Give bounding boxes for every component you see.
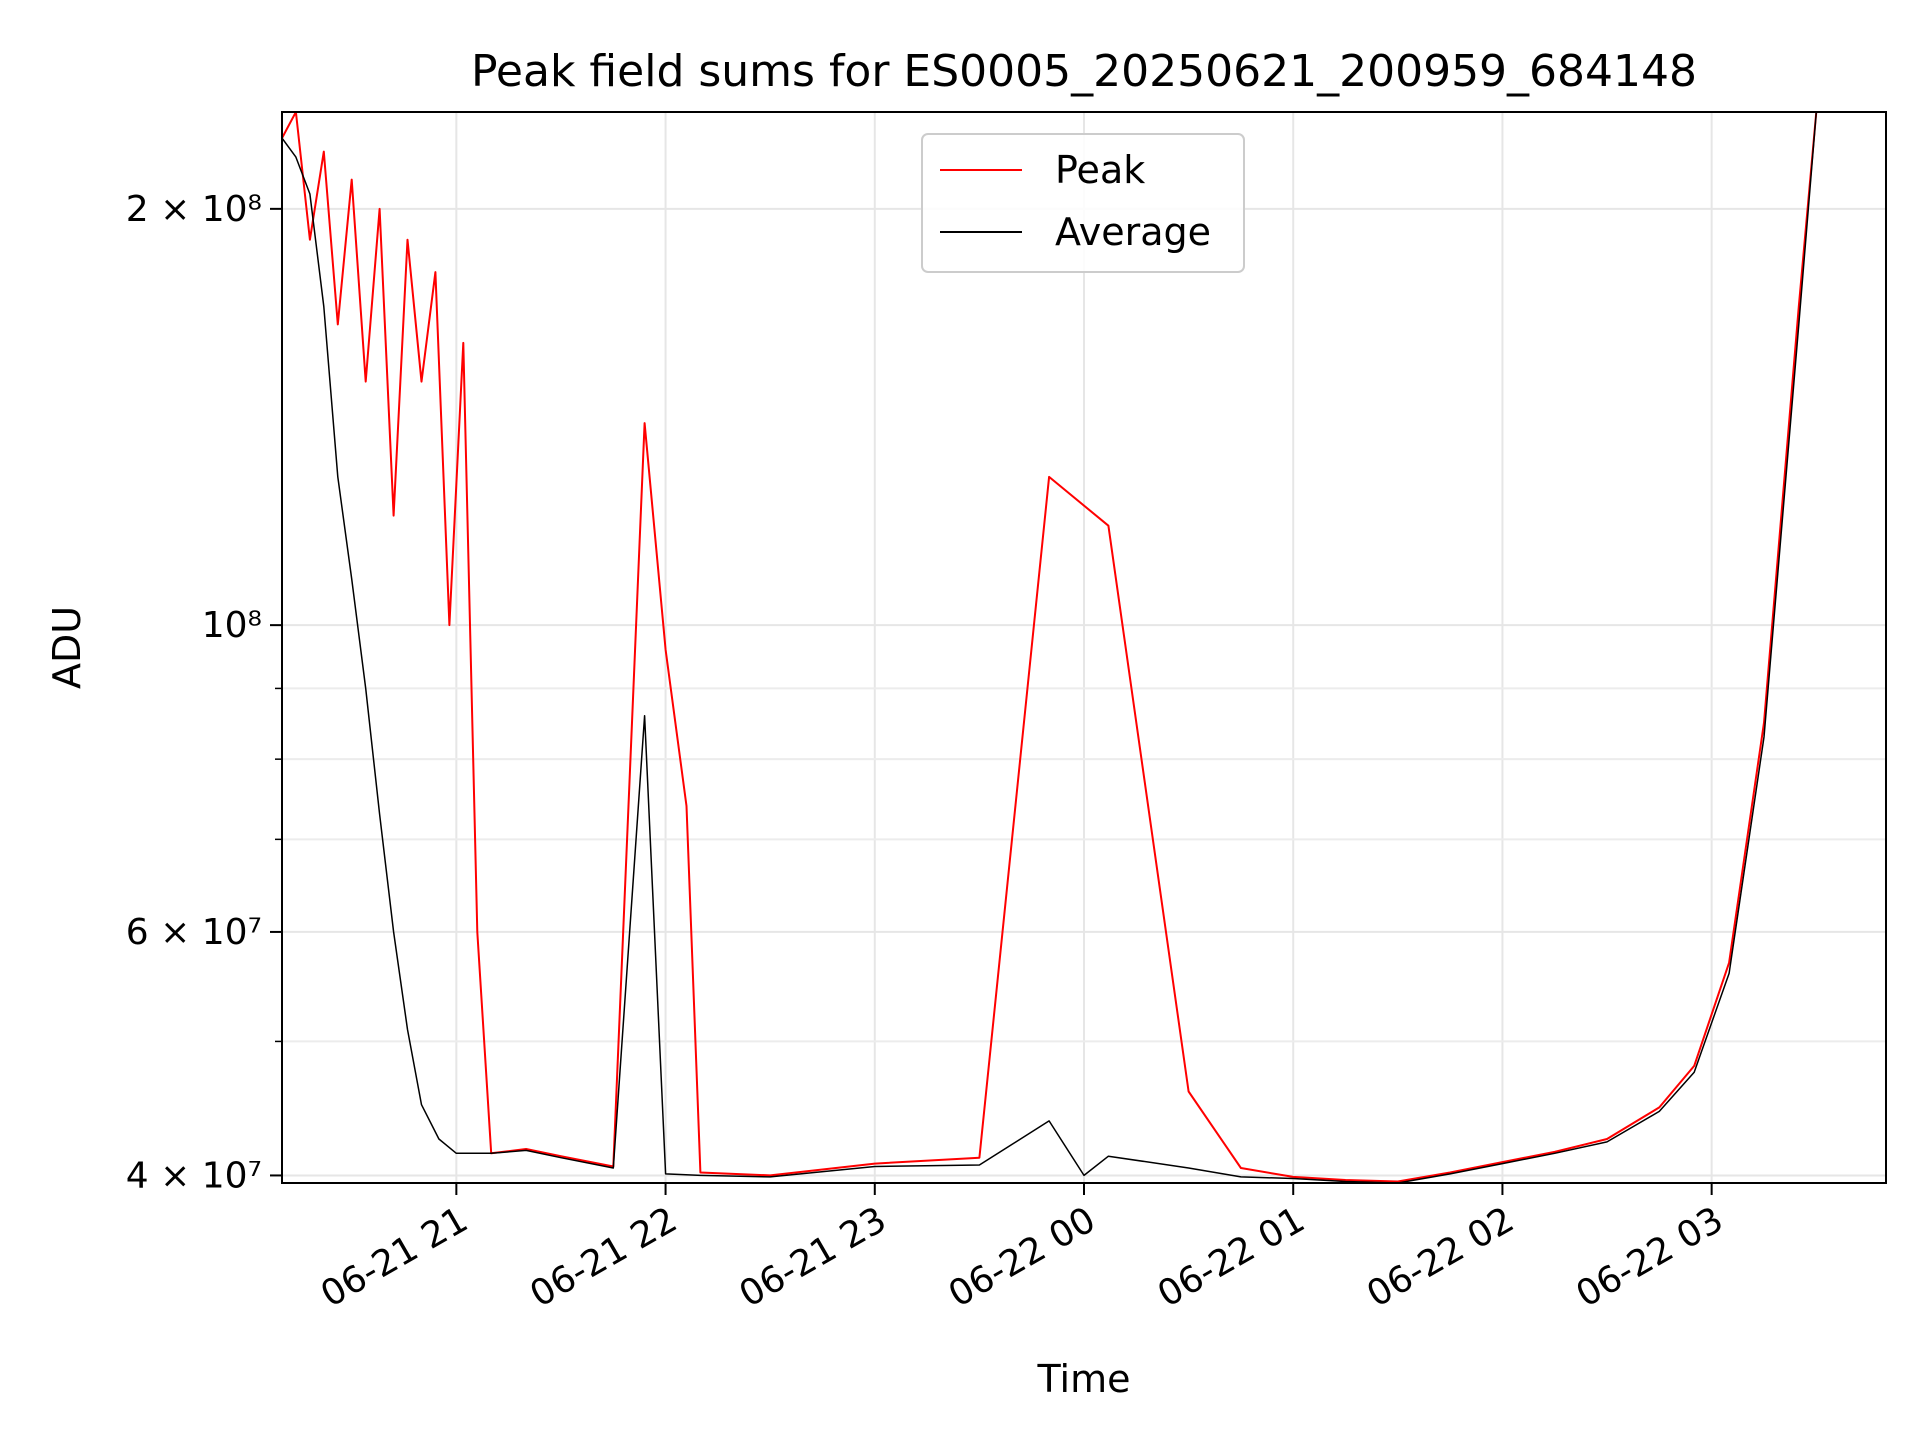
series-layer	[282, 112, 1818, 1183]
series-line-average	[282, 112, 1818, 1183]
y-axis-label: ADU	[45, 606, 89, 689]
y-tick-label: 6 × 10⁷	[126, 912, 262, 953]
y-axis: 4 × 10⁷ 6 × 10⁷ 10⁸ 2 × 10⁸	[126, 189, 282, 1196]
chart-title: Peak field sums for ES0005_20250621_2009…	[471, 46, 1697, 97]
legend-box	[921, 133, 1245, 273]
x-axis-label: Time	[1037, 1357, 1131, 1401]
legend: Peak Average	[921, 133, 1245, 273]
y-tick-label: 2 × 10⁸	[126, 189, 262, 230]
y-tick-label: 4 × 10⁷	[126, 1155, 262, 1196]
y-tick-label: 10⁸	[202, 605, 262, 646]
legend-label-peak: Peak	[1055, 148, 1145, 192]
legend-label-average: Average	[1055, 210, 1211, 254]
series-line-peak	[282, 112, 1818, 1183]
